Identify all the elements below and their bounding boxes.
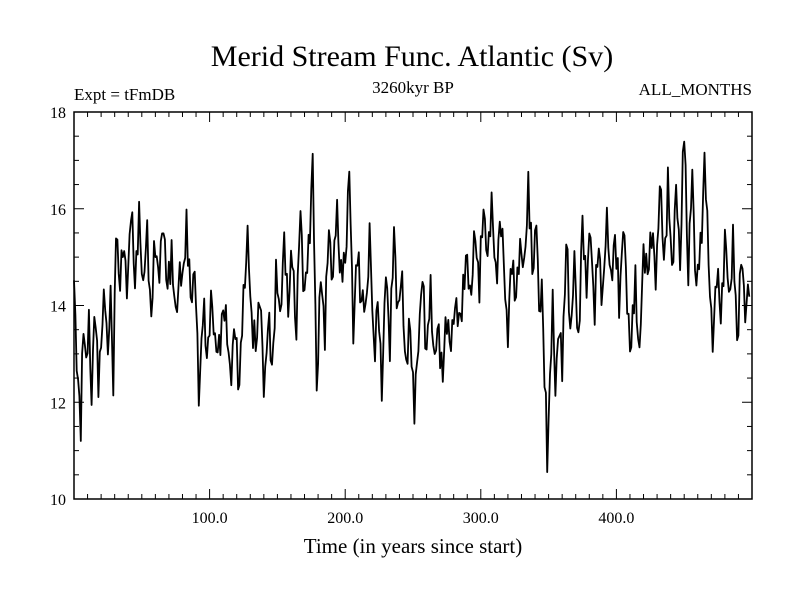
plot-frame [73,111,753,500]
months-label: ALL_MONTHS [639,80,752,99]
x-tick-label: 400.0 [598,510,634,527]
x-axis-label: Time (in years since start) [304,534,523,558]
x-tick-label: 300.0 [463,510,499,527]
y-tick-label: 10 [50,492,66,509]
tick-labels: 100.0 200.0 300.0 400.0 10 12 14 16 18 [50,105,634,527]
data-series-line [73,140,751,473]
axis-ticks [74,112,752,499]
experiment-label: Expt = tFmDB [74,85,175,104]
chart-title: Merid Stream Func. Atlantic (Sv) [211,40,613,73]
x-tick-label: 200.0 [327,510,363,527]
y-tick-label: 16 [50,202,66,219]
x-tick-label: 100.0 [192,510,228,527]
y-tick-label: 14 [50,299,66,316]
period-label: 3260kyr BP [372,78,454,97]
y-tick-label: 12 [50,395,66,412]
y-tick-label: 18 [50,105,66,122]
